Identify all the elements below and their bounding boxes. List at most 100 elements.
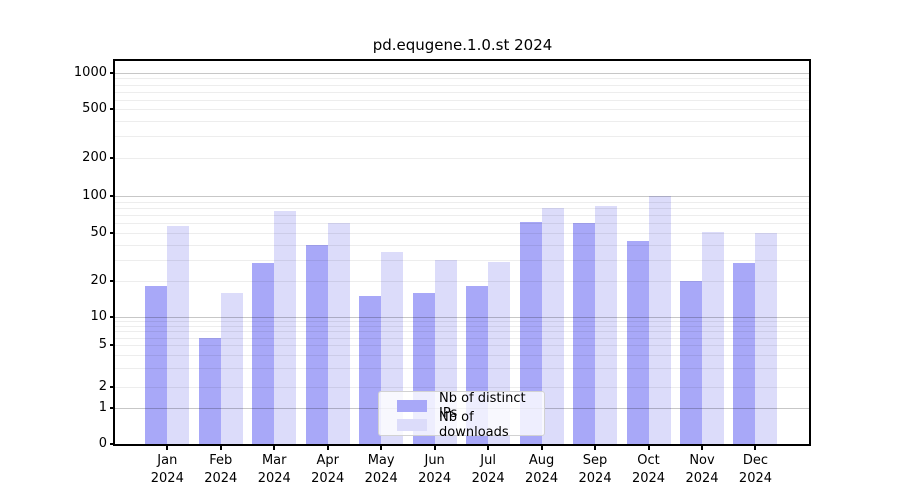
gridline-minor-9	[115, 321, 809, 323]
bar-downloads-nov	[702, 231, 724, 444]
bar-distinct-ips-jan	[145, 286, 168, 444]
gridline-minor-800	[115, 84, 809, 86]
gridline-minor-6	[115, 337, 809, 339]
bar-downloads-jan	[167, 226, 190, 444]
y-tick-mark-0	[110, 443, 114, 445]
bar-distinct-ips-sep	[573, 223, 596, 444]
gridline-minor-90	[115, 201, 809, 203]
legend-label-distinct-ips: Nb of distinct IPs	[439, 390, 526, 421]
gridline-major-100	[115, 196, 809, 197]
bar-downloads-dec	[755, 233, 778, 444]
legend-swatch-downloads	[397, 418, 427, 431]
x-tick-mark-oct	[647, 446, 650, 450]
x-tick-label-jan: Jan 2024	[150, 453, 184, 486]
y-tick-label-100: 100	[82, 188, 107, 203]
bar-downloads-oct	[648, 196, 671, 444]
y-tick-label-10: 10	[90, 309, 107, 324]
y-tick-mark-20	[110, 280, 114, 282]
legend-entry-downloads: Nb of downloads	[397, 410, 544, 440]
x-tick-label-jul: Jul 2024	[471, 453, 505, 486]
legend-swatch-distinct-ips	[397, 399, 427, 412]
x-tick-mark-nov	[701, 446, 703, 450]
gridline-minor-500	[115, 109, 809, 110]
bar-downloads-apr	[327, 223, 350, 444]
chart-title: pd.equgene.1.0.st 2024	[372, 36, 553, 54]
gridline-minor-400	[115, 120, 809, 122]
bottom-spine	[113, 444, 811, 446]
x-tick-label-feb: Feb 2024	[204, 453, 238, 486]
x-tick-label-nov: Nov 2024	[685, 453, 719, 486]
x-tick-mark-jun	[433, 446, 436, 450]
bar-distinct-ips-apr	[305, 244, 328, 444]
gridline-major-1000	[115, 73, 809, 74]
gridline-minor-4	[115, 355, 809, 357]
gridline-minor-200	[115, 158, 809, 159]
x-tick-mark-sep	[594, 446, 597, 450]
x-tick-mark-jan	[166, 446, 169, 450]
x-tick-mark-jul	[487, 446, 490, 450]
x-tick-label-may: May 2024	[364, 453, 398, 486]
gridline-minor-30	[115, 259, 809, 261]
x-tick-label-sep: Sep 2024	[578, 453, 612, 486]
y-tick-label-1: 1	[98, 400, 107, 415]
bar-distinct-ips-oct	[626, 240, 649, 444]
gridline-minor-300	[115, 136, 809, 138]
bar-distinct-ips-dec	[733, 263, 756, 444]
gridline-minor-50	[115, 233, 809, 234]
gridline-minor-7	[115, 331, 809, 333]
x-tick-label-jun: Jun 2024	[418, 453, 452, 486]
gridline-minor-20	[115, 281, 809, 282]
y-tick-mark-1	[110, 407, 114, 409]
right-spine	[809, 59, 811, 446]
bar-downloads-mar	[274, 211, 297, 444]
gridline-minor-60	[115, 223, 809, 225]
gridline-minor-900	[115, 78, 809, 80]
bar-downloads-sep	[595, 205, 618, 444]
y-tick-mark-1000	[110, 72, 114, 74]
bar-distinct-ips-may	[359, 295, 382, 444]
legend-label-downloads: Nb of downloads	[439, 409, 509, 440]
gridline-minor-70	[115, 215, 809, 217]
y-tick-mark-100	[110, 195, 114, 197]
y-tick-label-0: 0	[98, 436, 107, 451]
legend-entry-distinct-ips: Nb of distinct IPs	[397, 391, 544, 421]
x-tick-mark-mar	[273, 446, 276, 450]
y-tick-label-200: 200	[82, 150, 107, 165]
y-tick-label-2: 2	[98, 379, 107, 394]
y-tick-mark-2	[110, 386, 114, 388]
y-tick-mark-200	[110, 157, 114, 159]
y-tick-label-500: 500	[82, 101, 107, 116]
y-tick-mark-5	[110, 344, 114, 346]
bar-distinct-ips-feb	[198, 337, 221, 444]
legend: Nb of distinct IPs Nb of downloads	[378, 391, 545, 440]
y-tick-label-1000: 1000	[73, 65, 107, 80]
gridline-minor-40	[115, 244, 809, 246]
gridline-minor-80	[115, 207, 809, 209]
y-tick-mark-10	[110, 316, 114, 318]
gridline-minor-700	[115, 91, 809, 93]
x-tick-mark-apr	[326, 446, 329, 450]
x-tick-label-oct: Oct 2024	[631, 453, 666, 486]
x-tick-label-aug: Aug 2024	[525, 453, 559, 486]
y-tick-label-5: 5	[98, 337, 107, 352]
x-tick-label-mar: Mar 2024	[257, 453, 291, 486]
top-spine	[113, 59, 811, 61]
bar-distinct-ips-aug	[519, 222, 542, 444]
y-tick-mark-500	[110, 108, 114, 110]
x-tick-label-apr: Apr 2024	[311, 453, 345, 486]
gridline-minor-2	[115, 387, 809, 388]
bar-distinct-ips-nov	[680, 281, 702, 444]
bar-downloads-feb	[220, 292, 243, 444]
x-tick-mark-feb	[219, 446, 222, 450]
y-tick-label-20: 20	[90, 273, 107, 288]
y-tick-mark-50	[110, 232, 114, 234]
left-spine	[113, 59, 115, 446]
gridline-minor-5	[115, 345, 809, 346]
y-tick-label-50: 50	[90, 225, 107, 240]
gridline-minor-3	[115, 368, 809, 370]
gridline-minor-8	[115, 326, 809, 327]
bar-downloads-aug	[541, 207, 564, 444]
gridline-major-10	[115, 317, 809, 318]
x-tick-mark-dec	[754, 446, 757, 450]
